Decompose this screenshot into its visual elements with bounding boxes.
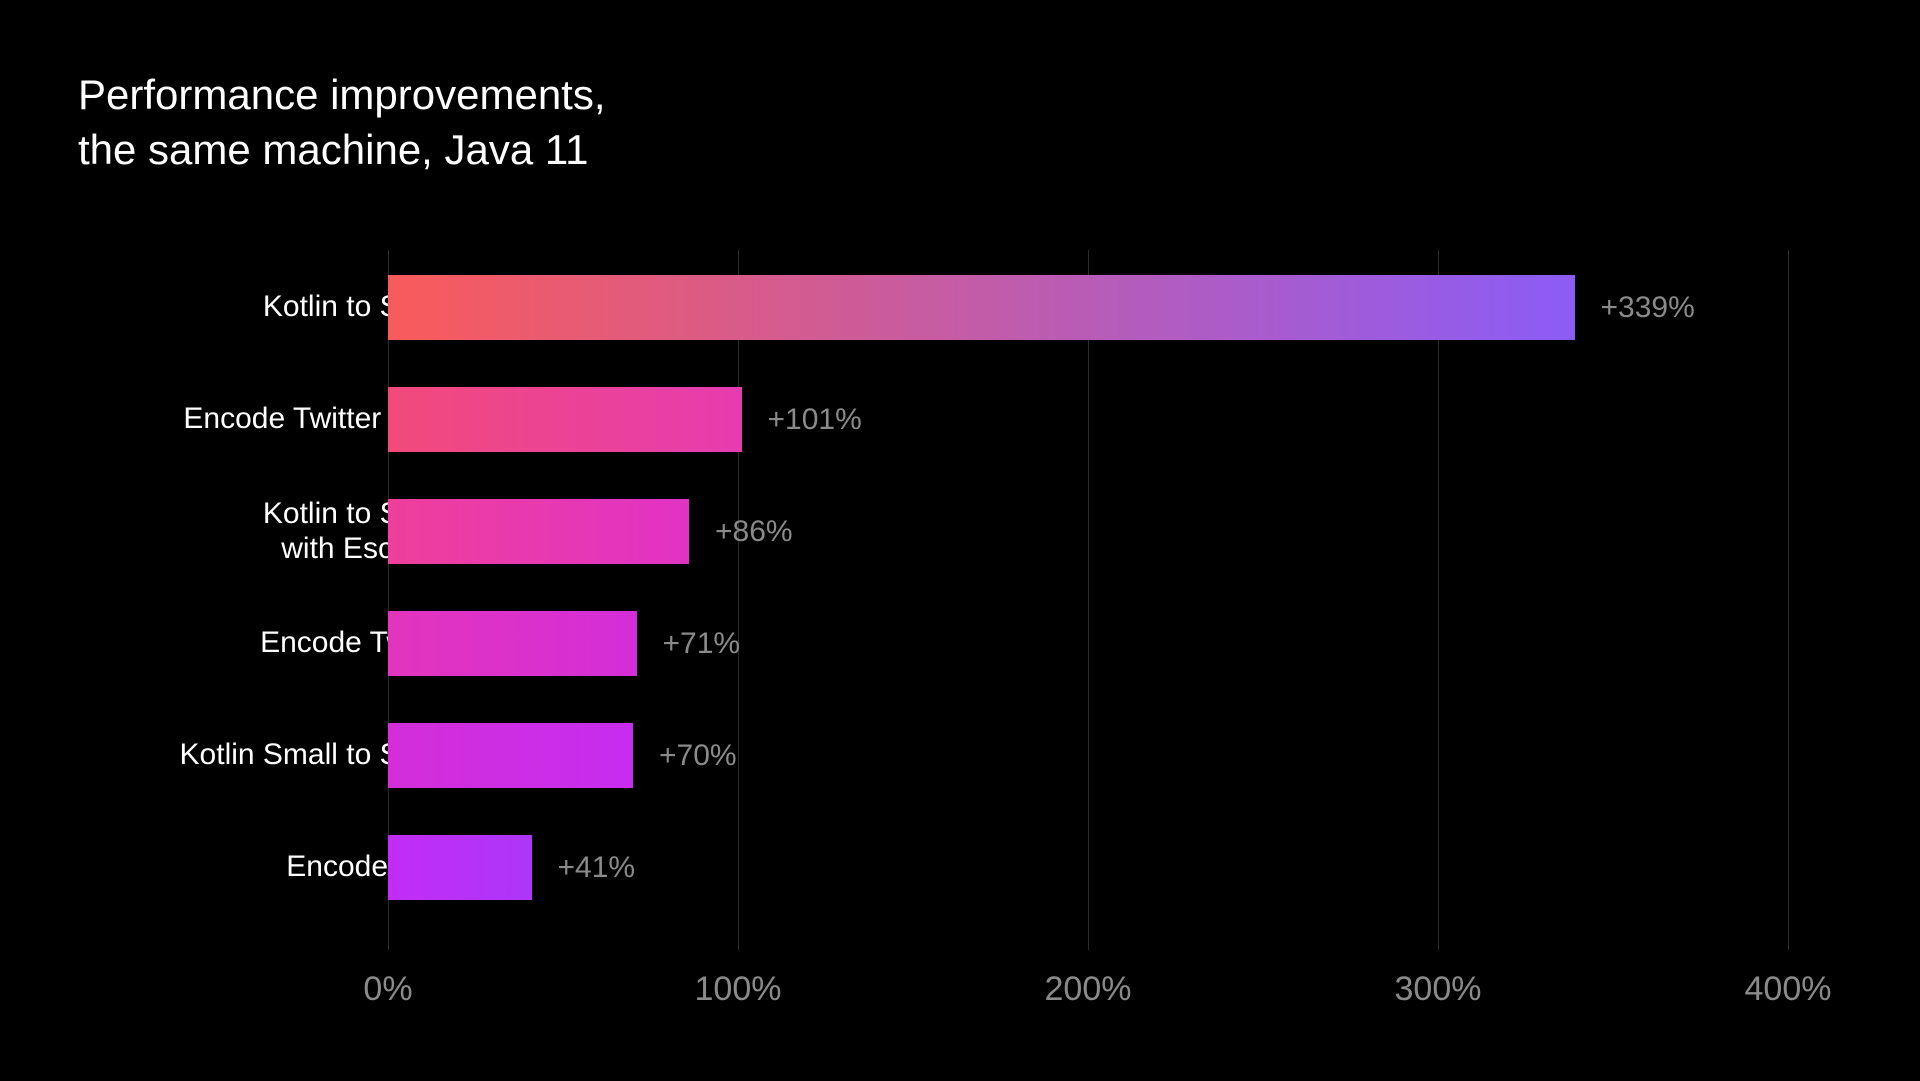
- bar-value: +41%: [558, 851, 636, 885]
- bar-value: +101%: [768, 403, 862, 437]
- bar: [388, 387, 742, 452]
- bar-row: Encode Twitter Feed+101%: [78, 387, 1878, 452]
- bar-row: Encode Twitter+71%: [78, 611, 1878, 676]
- x-tick-label: 0%: [363, 970, 412, 1009]
- bar: [388, 835, 532, 900]
- bar-row: Encode Citm+41%: [78, 835, 1878, 900]
- bar-row: Kotlin to String+339%: [78, 275, 1878, 340]
- title-line-2: the same machine, Java 11: [78, 123, 606, 178]
- bar: [388, 723, 633, 788]
- bar-row: Kotlin Small to String+70%: [78, 723, 1878, 788]
- x-tick-label: 300%: [1395, 970, 1482, 1009]
- bar-row: Kotlin to Stringwith Escapes+86%: [78, 499, 1878, 564]
- x-tick-label: 100%: [695, 970, 782, 1009]
- bar: [388, 499, 689, 564]
- bar-value: +86%: [715, 515, 793, 549]
- x-tick-label: 200%: [1045, 970, 1132, 1009]
- bar: [388, 611, 637, 676]
- bar-value: +70%: [659, 739, 737, 773]
- bar-value: +71%: [663, 627, 741, 661]
- x-tick-label: 400%: [1745, 970, 1832, 1009]
- chart-title: Performance improvements, the same machi…: [78, 68, 606, 177]
- title-line-1: Performance improvements,: [78, 68, 606, 123]
- chart-container: 0%100%200%300%400% Kotlin to String+339%…: [78, 250, 1878, 1000]
- bar-value: +339%: [1601, 291, 1695, 325]
- bar: [388, 275, 1575, 340]
